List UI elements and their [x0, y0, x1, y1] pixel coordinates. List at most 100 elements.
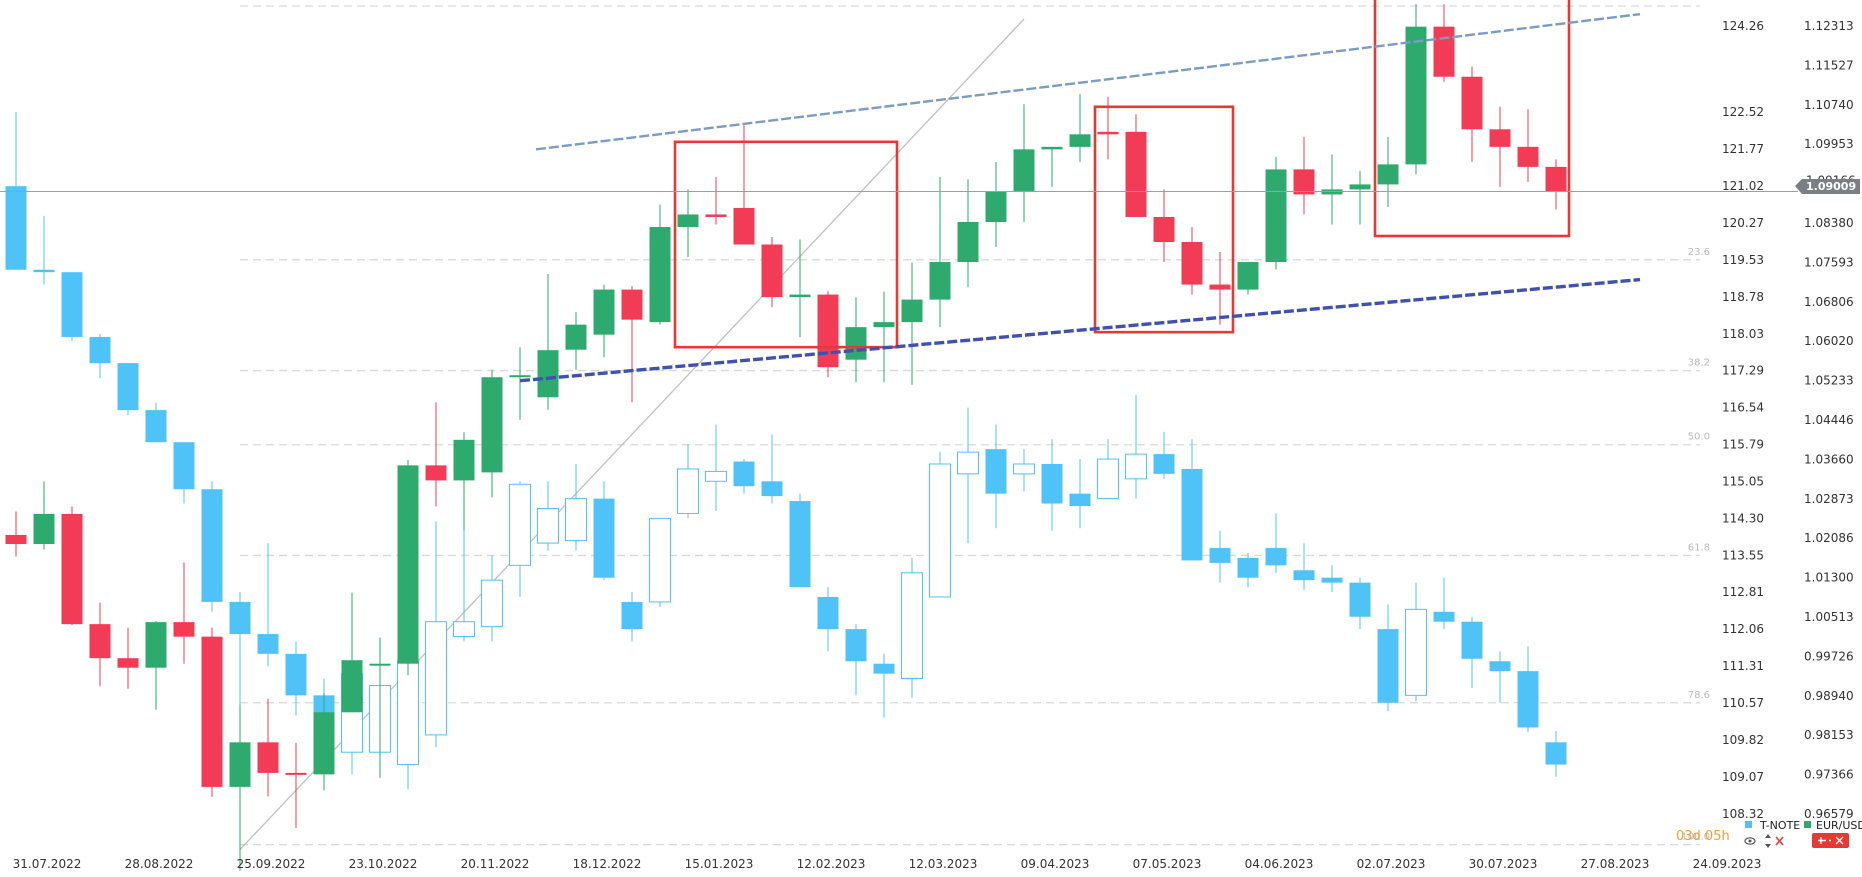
candle	[33, 481, 55, 550]
candle	[1153, 431, 1175, 479]
candle	[761, 434, 783, 504]
x-axis-tick: 07.05.2023	[1133, 857, 1202, 871]
left-axis-tick: 124.26	[1722, 19, 1764, 33]
candle	[1377, 136, 1399, 207]
left-axis-tick: 121.77	[1722, 142, 1764, 156]
candle	[1209, 252, 1231, 325]
candle	[453, 432, 475, 531]
updown-arrows-icon[interactable]	[1765, 834, 1771, 848]
candle-body	[649, 517, 671, 603]
candle	[705, 176, 727, 225]
candle-body	[733, 461, 755, 487]
candle-body	[1321, 577, 1343, 583]
candle-body	[173, 442, 195, 490]
candle-body	[145, 622, 167, 668]
candle-body	[1181, 468, 1203, 561]
x-axis-tick: 30.07.2023	[1469, 857, 1538, 871]
candle-body	[1237, 262, 1259, 290]
x-axis-tick: 15.01.2023	[685, 857, 754, 871]
candle	[201, 627, 223, 797]
candle	[1013, 104, 1035, 222]
candle-body	[1153, 216, 1175, 243]
candle-body	[621, 289, 643, 320]
left-axis-tick: 109.82	[1722, 733, 1764, 747]
candle	[61, 506, 83, 626]
x-axis-tick: 28.08.2022	[125, 857, 194, 871]
candle-body	[33, 513, 55, 545]
candle-body	[5, 186, 27, 270]
candle	[1293, 543, 1315, 591]
candle-body	[453, 439, 475, 481]
candle	[89, 333, 111, 378]
left-axis-tick: 117.29	[1722, 364, 1764, 378]
candle	[677, 444, 699, 519]
candle-body	[901, 572, 923, 680]
candle	[117, 363, 139, 416]
candle	[873, 653, 895, 718]
candle-body	[1013, 149, 1035, 192]
candle	[1517, 109, 1539, 182]
x-axis-tick: 18.12.2022	[573, 857, 642, 871]
x-axis-tick: 25.09.2022	[237, 857, 306, 871]
candle	[481, 369, 503, 498]
candle-body	[1153, 454, 1175, 474]
candle-body	[89, 624, 111, 659]
fibonacci-levels: 23.6 38.2 50.0 61.8 78.6 100.0	[240, 5, 1710, 846]
candle	[1125, 114, 1147, 217]
x-axis-tick: 09.04.2023	[1021, 857, 1090, 871]
close-icon[interactable]	[1775, 836, 1784, 846]
right-axis-tick: 1.01300	[1804, 571, 1854, 585]
candle	[705, 424, 727, 511]
candle	[509, 481, 531, 597]
candle-body	[509, 483, 531, 566]
candle-body	[201, 636, 223, 787]
eye-icon[interactable]	[1744, 837, 1756, 845]
legend-swatch-eurusd	[1804, 821, 1811, 828]
candle-body	[873, 663, 895, 674]
candle-body	[117, 658, 139, 668]
left-axis-tick: 120.27	[1722, 216, 1764, 230]
candle-body	[733, 207, 755, 245]
candle-body	[761, 481, 783, 497]
candle	[1461, 66, 1483, 162]
left-price-axis: 124.26 122.52 121.77 121.02 120.27 119.53 118.…	[1722, 19, 1764, 821]
candle-body	[257, 742, 279, 773]
settings-adjust-button[interactable]	[1812, 833, 1849, 848]
candle	[229, 704, 251, 871]
annotation-box	[1093, 105, 1235, 334]
left-axis-tick: 122.52	[1722, 105, 1764, 119]
candle	[509, 347, 531, 420]
timeframe-timer: 03d 05h	[1676, 829, 1730, 844]
candle-body	[1097, 458, 1119, 500]
candle-body	[677, 214, 699, 227]
candle	[677, 189, 699, 258]
legend-swatch-tnote	[1745, 821, 1752, 828]
candle-body	[1293, 570, 1315, 581]
left-axis-tick: 115.79	[1722, 438, 1764, 452]
candle-body	[649, 226, 671, 323]
x-axis-tick: 04.06.2023	[1245, 857, 1314, 871]
candle	[341, 592, 363, 713]
fib-label: 100.0	[1681, 832, 1710, 843]
candle-body	[1069, 134, 1091, 147]
candle-body	[1405, 26, 1427, 165]
candle	[929, 176, 951, 328]
x-axis-tick: 12.02.2023	[797, 857, 866, 871]
right-axis-tick: 1.02086	[1804, 531, 1854, 545]
left-axis-tick: 114.30	[1722, 511, 1764, 525]
candle	[817, 587, 839, 652]
candle	[957, 407, 979, 544]
candle-body	[957, 451, 979, 475]
channel-trendline	[519, 277, 1641, 383]
fib-label: 78.6	[1688, 690, 1710, 701]
candle	[257, 698, 279, 797]
candle-body	[1545, 166, 1567, 192]
candle-body	[565, 498, 587, 542]
candle	[649, 204, 671, 325]
candle-body	[397, 660, 419, 766]
right-axis-tick: 0.98153	[1804, 728, 1854, 742]
candle	[593, 481, 615, 581]
candle-body	[1349, 582, 1371, 617]
candle-body	[369, 663, 391, 666]
